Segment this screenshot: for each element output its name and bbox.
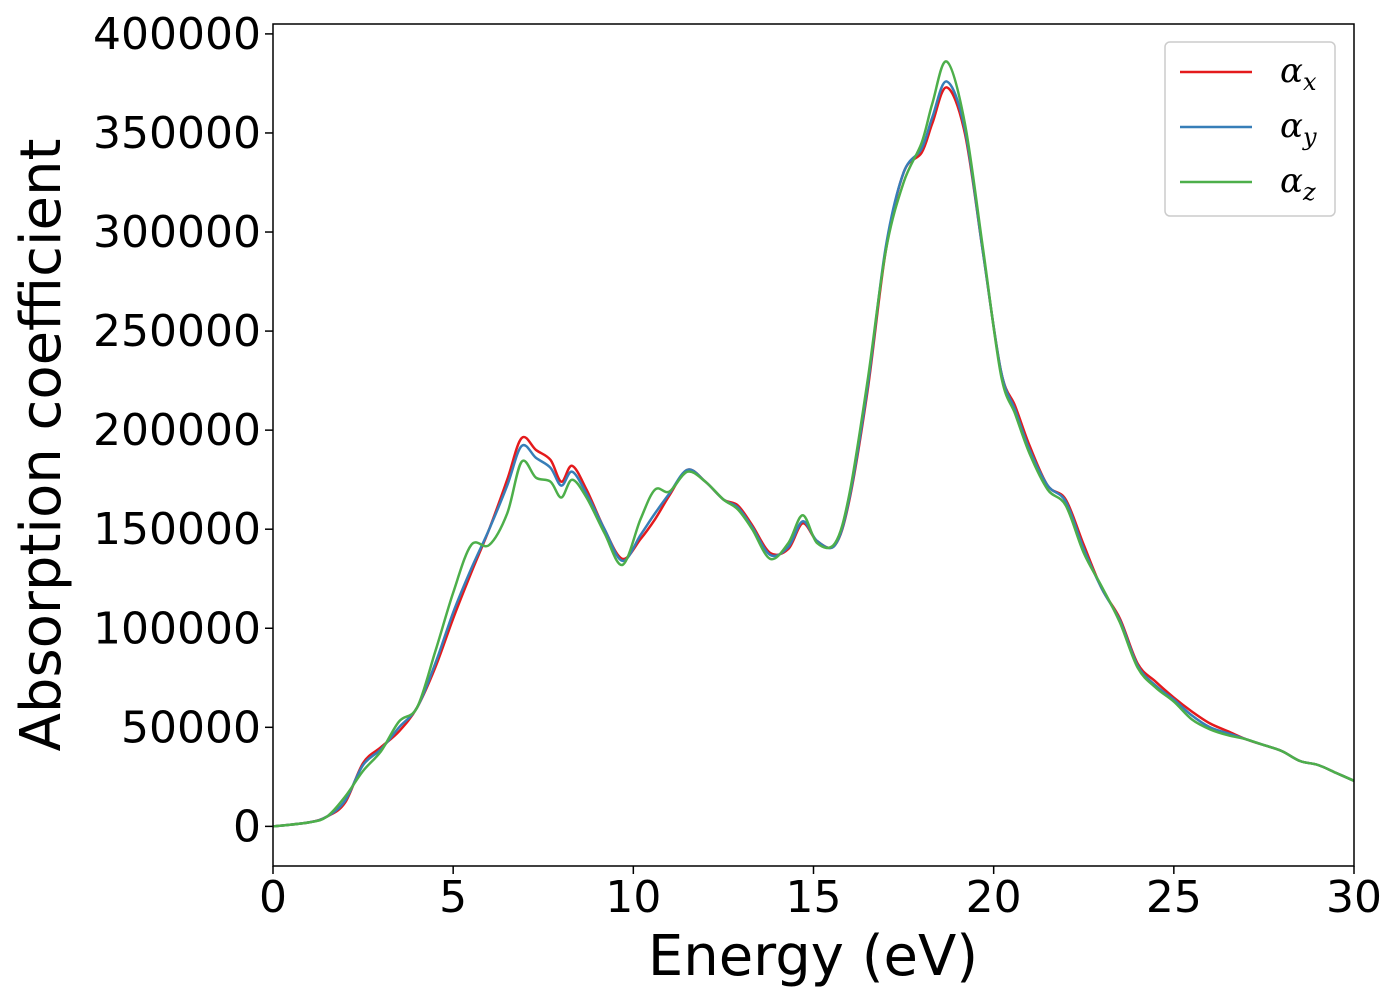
y-tick-label: 150000 [93, 504, 261, 555]
legend-subscript: x [1303, 68, 1317, 96]
x-tick-label: 15 [786, 872, 842, 923]
y-tick-label: 300000 [93, 207, 261, 258]
x-tick-label: 10 [605, 872, 661, 923]
x-axis-ticks: 0 5 10 15 20 25 30 [259, 866, 1382, 923]
x-tick-label: 5 [439, 872, 467, 923]
legend-label-y: αy [1280, 106, 1317, 151]
series-line-y [272, 80, 1355, 828]
legend-box [1164, 41, 1336, 217]
x-tick-label: 25 [1146, 872, 1202, 923]
legend-subscript: y [1302, 123, 1317, 151]
y-tick-label: 50000 [121, 702, 261, 753]
series-layer [272, 60, 1355, 828]
y-tick-label: 0 [233, 801, 261, 852]
y-tick-label: 350000 [93, 108, 261, 159]
series-line-z [272, 60, 1355, 828]
x-tick-label: 20 [966, 872, 1022, 923]
y-tick-label: 250000 [93, 306, 261, 357]
x-tick-label: 0 [259, 872, 287, 923]
y-tick-label: 100000 [93, 603, 261, 654]
y-axis-ticks: 0 50000 100000 150000 200000 250000 300000 3500… [93, 9, 273, 852]
legend-subscript: z [1302, 178, 1316, 206]
x-tick-label: 30 [1326, 872, 1382, 923]
x-axis-label: Energy (eV) [648, 924, 978, 989]
y-tick-label: 200000 [93, 405, 261, 456]
y-axis-label: Absorption coefficient [9, 139, 74, 752]
y-tick-label: 400000 [93, 9, 261, 60]
